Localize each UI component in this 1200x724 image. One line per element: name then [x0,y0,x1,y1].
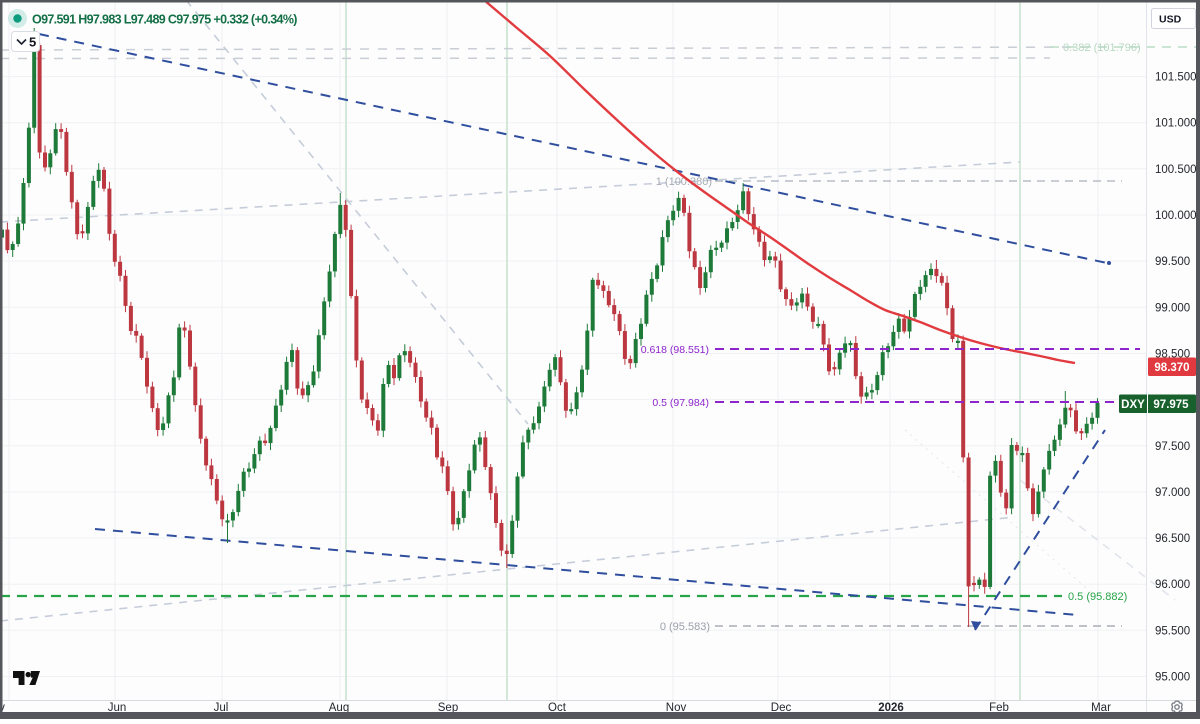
svg-text:0.618 (98.551): 0.618 (98.551) [641,344,709,356]
svg-text:98.370: 98.370 [1154,362,1189,374]
svg-text:5: 5 [29,35,36,50]
svg-text:USD: USD [1159,14,1182,26]
svg-text:DXY: DXY [1121,399,1145,411]
svg-text:0.5 (97.984): 0.5 (97.984) [652,397,709,409]
svg-text:97.975: 97.975 [1153,399,1189,411]
svg-text:O97.591 H97.983 L97.489 C97.97: O97.591 H97.983 L97.489 C97.975 +0.332 (… [32,13,297,27]
svg-text:Jul: Jul [214,702,229,714]
svg-text:101.500: 101.500 [1155,72,1197,84]
svg-text:Jun: Jun [108,702,127,714]
svg-text:Feb: Feb [989,702,1009,714]
svg-text:Oct: Oct [548,702,567,714]
svg-text:Nov: Nov [666,702,687,714]
svg-text:95.500: 95.500 [1155,625,1190,637]
svg-text:May: May [0,702,5,714]
svg-text:99.500: 99.500 [1155,256,1190,268]
svg-text:95.000: 95.000 [1155,672,1190,684]
svg-text:0 (95.583): 0 (95.583) [660,621,710,633]
svg-text:2026: 2026 [878,702,904,714]
svg-text:Mar: Mar [1091,702,1111,714]
svg-text:1 (100.380): 1 (100.380) [656,176,712,188]
svg-text:Sep: Sep [438,702,458,714]
svg-text:96.500: 96.500 [1155,533,1190,545]
svg-text:0.5 (95.882): 0.5 (95.882) [1068,591,1127,603]
svg-text:100.000: 100.000 [1155,210,1197,222]
svg-text:101.000: 101.000 [1155,118,1197,130]
svg-text:97.500: 97.500 [1155,441,1190,453]
svg-text:96.000: 96.000 [1155,579,1190,591]
svg-text:98.500: 98.500 [1155,348,1190,360]
svg-text:97.000: 97.000 [1155,487,1190,499]
svg-text:99.000: 99.000 [1155,302,1190,314]
svg-text:0.382 (101.796): 0.382 (101.796) [1063,42,1141,54]
svg-text:Aug: Aug [329,702,349,714]
svg-text:100.500: 100.500 [1155,164,1197,176]
svg-text:Dec: Dec [771,702,792,714]
